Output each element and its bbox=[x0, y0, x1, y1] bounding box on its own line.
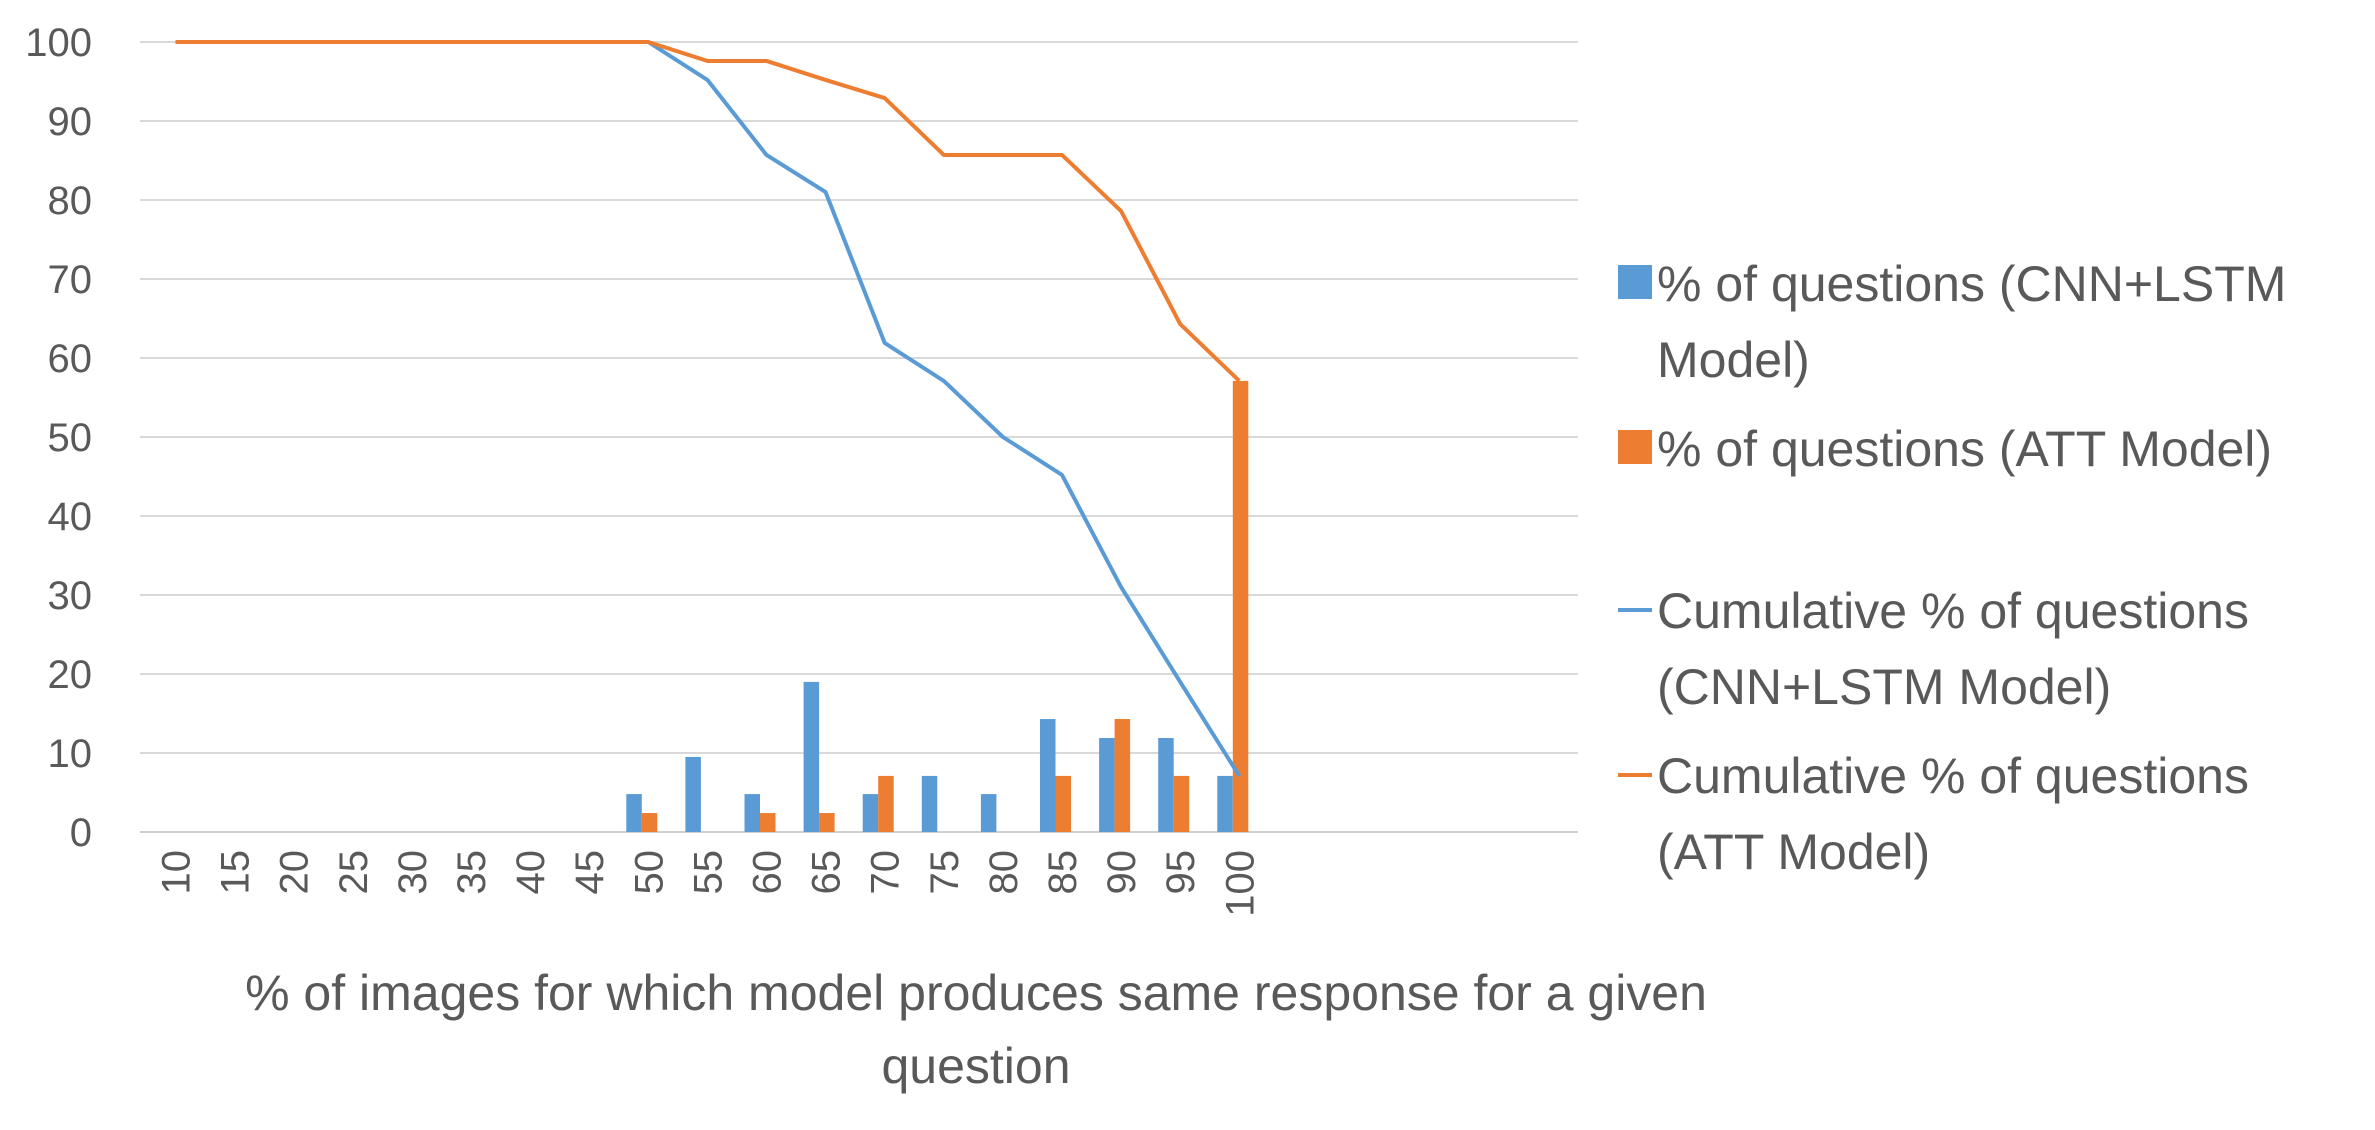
legend-label: Cumulative % of questions bbox=[1657, 583, 2249, 639]
y-tick-label: 40 bbox=[48, 495, 93, 539]
x-tick-label: 30 bbox=[391, 850, 435, 895]
legend-label: (CNN+LSTM Model) bbox=[1657, 659, 2111, 715]
x-tick-label: 50 bbox=[627, 850, 671, 895]
legend-label: Cumulative % of questions bbox=[1657, 748, 2249, 804]
bars bbox=[626, 380, 1249, 832]
bar bbox=[862, 794, 879, 832]
bar bbox=[685, 756, 701, 832]
bar bbox=[1173, 775, 1190, 832]
bar bbox=[921, 775, 938, 832]
gridlines bbox=[140, 41, 1578, 833]
y-tick-label: 30 bbox=[48, 574, 93, 618]
bar bbox=[641, 813, 658, 832]
bar bbox=[1040, 719, 1056, 832]
y-tick-label: 70 bbox=[48, 258, 93, 302]
legend-item: % of questions (ATT Model) bbox=[1618, 421, 2272, 477]
bar bbox=[760, 813, 776, 832]
x-tick-label: 60 bbox=[746, 850, 790, 895]
bar bbox=[1232, 380, 1249, 832]
legend-label: % of questions (CNN+LSTM bbox=[1657, 256, 2286, 312]
y-tick-label: 60 bbox=[48, 337, 93, 381]
y-tick-label: 80 bbox=[48, 179, 93, 223]
x-tick-label: 40 bbox=[509, 850, 553, 895]
legend-item: Cumulative % of questions (ATT Model) bbox=[1618, 748, 2249, 880]
x-axis-label-line: % of images for which model produces sam… bbox=[245, 965, 1707, 1021]
bar bbox=[819, 813, 835, 832]
x-tick-label: 55 bbox=[686, 850, 730, 895]
x-tick-label: 75 bbox=[923, 850, 967, 895]
x-tick-label: 15 bbox=[214, 850, 258, 895]
legend-swatch bbox=[1618, 265, 1652, 299]
x-tick-label: 35 bbox=[450, 850, 494, 895]
y-tick-label: 20 bbox=[48, 653, 93, 697]
bar bbox=[1158, 737, 1174, 832]
y-axis-ticks: 0 10 20 30 40 50 60 70 80 90 100 bbox=[25, 21, 92, 855]
y-tick-label: 50 bbox=[48, 416, 93, 460]
series-line bbox=[175, 40, 1241, 383]
bar bbox=[1055, 775, 1071, 832]
bar bbox=[626, 794, 642, 832]
legend-label: (ATT Model) bbox=[1657, 824, 1930, 880]
legend-label: Model) bbox=[1657, 332, 1810, 388]
x-axis-label: % of images for which model produces sam… bbox=[245, 965, 1707, 1094]
y-tick-label: 0 bbox=[70, 811, 92, 855]
legend-item: % of questions (CNN+LSTM Model) bbox=[1618, 256, 2286, 388]
legend-label: % of questions (ATT Model) bbox=[1657, 421, 2272, 477]
x-tick-label: 20 bbox=[273, 850, 317, 895]
x-tick-label: 95 bbox=[1159, 850, 1203, 895]
x-tick-label: 90 bbox=[1100, 850, 1144, 895]
bar bbox=[878, 775, 894, 832]
y-tick-label: 10 bbox=[48, 732, 93, 776]
x-axis-ticks: 10 15 20 25 30 35 40 45 50 55 60 65 70 75 80 85 90 95 100 bbox=[155, 850, 1263, 917]
bar bbox=[1099, 737, 1115, 832]
bar bbox=[980, 794, 997, 832]
x-tick-label: 85 bbox=[1041, 850, 1085, 895]
bar bbox=[803, 681, 820, 832]
x-tick-label: 100 bbox=[1218, 850, 1262, 917]
y-tick-label: 90 bbox=[48, 100, 93, 144]
cumulative-lines bbox=[175, 40, 1241, 777]
x-tick-label: 70 bbox=[864, 850, 908, 895]
bar bbox=[1114, 719, 1131, 832]
legend-swatch bbox=[1618, 430, 1652, 464]
series-line bbox=[175, 40, 1241, 777]
y-tick-label: 100 bbox=[25, 21, 92, 65]
x-tick-label: 80 bbox=[982, 850, 1026, 895]
bar bbox=[744, 794, 760, 832]
x-tick-label: 45 bbox=[568, 850, 612, 895]
x-tick-label: 65 bbox=[805, 850, 849, 895]
legend-item: Cumulative % of questions (CNN+LSTM Model… bbox=[1618, 583, 2249, 715]
x-tick-label: 10 bbox=[155, 850, 199, 895]
x-axis-label-line: question bbox=[881, 1038, 1070, 1094]
bar bbox=[1217, 775, 1233, 832]
x-tick-label: 25 bbox=[332, 850, 376, 895]
